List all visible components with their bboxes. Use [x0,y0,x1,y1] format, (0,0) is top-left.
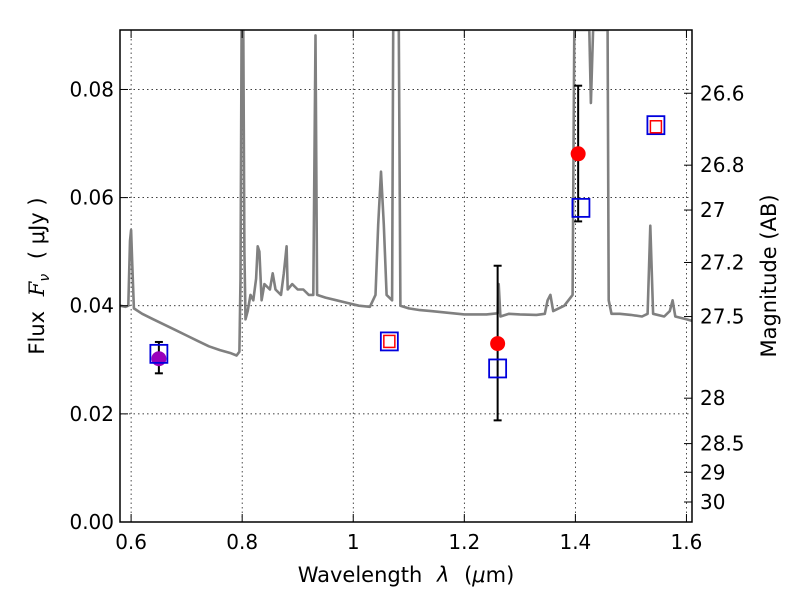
y-right-tick-label: 26.6 [700,81,745,105]
y-right-axis-label: Magnitude (AB) [757,194,781,357]
y-axis-label-text: Flux [25,311,49,355]
x-axis-label: Wavelength λ (μm) [298,563,515,587]
y-tick-label: 0.02 [69,402,114,426]
observed-point [570,146,586,162]
model-photometry-square [488,358,508,379]
plot-area [120,30,692,422]
x-tick-label: 0.8 [226,530,258,554]
y-tick-label: 0.06 [69,186,114,210]
x-tick-label: 1 [347,530,360,554]
clipped-series [120,30,692,422]
y-right-tick-label: 28 [700,386,725,410]
model-photometry-square [646,115,666,136]
x-axis-unit-mu: μ [471,563,485,587]
axes: 0.6 0.8 1 1.2 1.4 1.6 0.00 0.02 0.04 0.06 0.08 26.6… [69,30,745,554]
y-right-tick-label: 27.2 [700,250,745,274]
observed-point-overlap [151,351,167,367]
model-photometry-inner-square [383,334,396,349]
model-photometry-square [149,343,169,364]
y-right-tick-label: 29 [700,460,725,484]
y-right-tick-label: 26.8 [700,153,745,177]
y-tick-label: 0.08 [69,77,114,101]
x-axis-unit-close: m) [486,563,515,587]
y-right-tick-label: 27.5 [700,305,745,329]
x-tick-label: 1.2 [448,530,480,554]
x-axis-symbol: λ [436,563,449,587]
x-tick-label: 0.6 [115,530,147,554]
y-right-tick-label: 27 [700,198,725,222]
y-axis-symbol-sub: ν [37,274,53,282]
x-tick-label: 1.6 [671,530,703,554]
y-axis-symbol: F [25,280,49,297]
y-tick-label: 0.04 [69,294,114,318]
sed-model-line [120,30,692,357]
y-right-tick-label: 30 [700,490,725,514]
y-tick-label: 0.00 [69,510,114,534]
y-axis-label: Flux Fν ( μJy ) [25,197,54,354]
x-tick-label: 1.4 [559,530,591,554]
plot-frame [119,29,693,523]
observed-point [490,336,506,352]
model-photometry-square [571,197,591,218]
model-photometry-inner-square [649,120,663,134]
x-axis-label-text: Wavelength [298,563,423,587]
x-axis-unit-open: ( [464,563,472,587]
y-axis-unit: ( μJy ) [25,197,49,259]
grid [120,30,692,523]
model-photometry-square [379,331,399,352]
y-right-tick-label: 28.5 [700,432,745,456]
